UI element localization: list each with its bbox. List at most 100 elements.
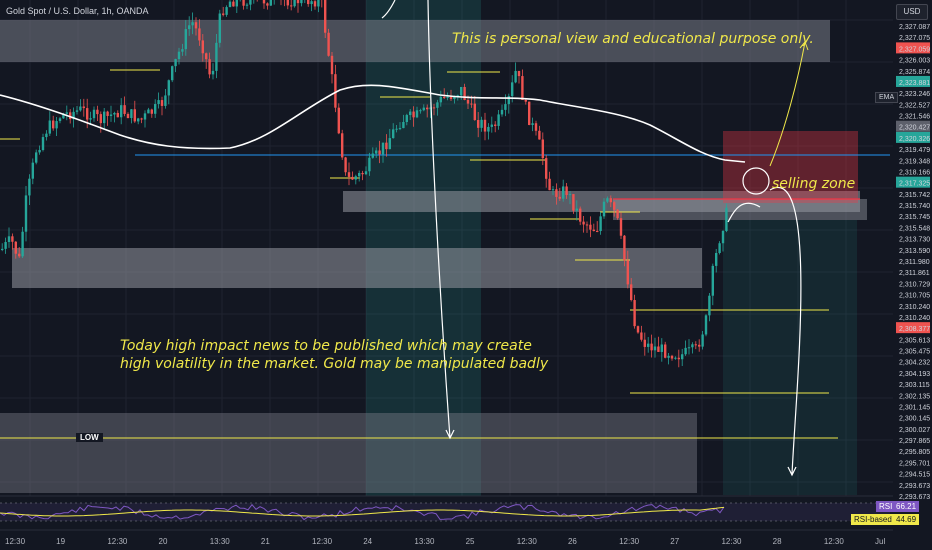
price-marker bbox=[896, 165, 930, 177]
candle-body bbox=[541, 139, 544, 159]
candle-body bbox=[694, 344, 697, 346]
candle-body bbox=[466, 99, 470, 104]
time-tick: 21 bbox=[261, 537, 270, 546]
candle-body bbox=[52, 120, 55, 129]
candle-body bbox=[225, 7, 228, 15]
currency-button[interactable]: USD bbox=[896, 4, 928, 20]
candle-body bbox=[664, 344, 667, 358]
time-tick: 20 bbox=[159, 537, 168, 546]
candle-body bbox=[497, 114, 500, 126]
candle-body bbox=[395, 128, 398, 130]
price-tick: 2,315.740 bbox=[899, 203, 930, 210]
candle-body bbox=[681, 354, 684, 360]
price-tick: 2,305.475 bbox=[899, 349, 930, 356]
candle-body bbox=[361, 172, 364, 175]
candle-body bbox=[596, 231, 599, 233]
price-tick: 2,326.003 bbox=[899, 58, 930, 65]
price-tick: 2,320.427 bbox=[899, 125, 930, 132]
candle-body bbox=[164, 95, 167, 106]
rsi-value: 66.21 bbox=[893, 501, 920, 512]
symbol-title[interactable]: Gold Spot / U.S. Dollar, 1h, OANDA bbox=[6, 6, 149, 16]
candle-body bbox=[704, 315, 708, 335]
candle-body bbox=[92, 109, 96, 119]
candle-body bbox=[55, 121, 58, 129]
ema-label: EMA bbox=[875, 92, 899, 103]
candle-body bbox=[286, 0, 289, 6]
candle-body bbox=[1, 248, 4, 250]
candle-body bbox=[235, 0, 238, 7]
candle-body bbox=[62, 113, 65, 119]
time-tick: 12:30 bbox=[312, 537, 333, 546]
candle-body bbox=[188, 25, 191, 30]
price-tick: 2,311.861 bbox=[899, 270, 930, 277]
candle-body bbox=[228, 1, 232, 8]
candle-body bbox=[619, 218, 623, 236]
candle-body bbox=[177, 51, 181, 60]
price-axis[interactable]: 2,327.087 2,327.075 2,327.059 2,326.003 2,32… bbox=[896, 24, 930, 501]
candle-body bbox=[324, 0, 327, 33]
candle-body bbox=[412, 111, 415, 118]
rsi-line bbox=[0, 503, 725, 521]
candle-body bbox=[364, 171, 368, 175]
candle-body bbox=[109, 114, 113, 116]
candle-body bbox=[7, 236, 11, 243]
candle-body bbox=[415, 110, 419, 118]
candle-body bbox=[147, 109, 150, 114]
candle-body bbox=[443, 96, 446, 98]
zone-bottom bbox=[0, 413, 697, 493]
price-tick: 2,310.729 bbox=[899, 281, 930, 288]
candle-body bbox=[330, 55, 334, 75]
candle-body bbox=[616, 209, 619, 219]
candle-body bbox=[725, 207, 728, 231]
zone-mid bbox=[343, 191, 860, 212]
candle-body bbox=[599, 216, 602, 232]
candle-body bbox=[534, 123, 538, 131]
candle-body bbox=[157, 100, 160, 105]
candle-body bbox=[69, 112, 72, 120]
news-line-2: high volatility in the market. Gold may … bbox=[120, 356, 549, 372]
rsi-ma-line bbox=[0, 506, 725, 517]
candle-body bbox=[317, 0, 320, 7]
candlestick-series bbox=[1, 0, 728, 368]
candle-body bbox=[432, 107, 436, 109]
candle-body bbox=[490, 124, 493, 127]
candle-body bbox=[354, 176, 357, 180]
candle-body bbox=[721, 230, 725, 244]
candle-body bbox=[477, 120, 480, 128]
candle-body bbox=[524, 99, 527, 102]
up-arrow bbox=[769, 41, 809, 167]
candle-body bbox=[215, 42, 218, 71]
zone-left bbox=[12, 248, 702, 288]
candle-body bbox=[460, 86, 463, 96]
candle-body bbox=[613, 202, 616, 210]
time-tick: 27 bbox=[670, 537, 679, 546]
candle-body bbox=[337, 107, 340, 134]
time-tick: 12:30 bbox=[517, 537, 538, 546]
candle-body bbox=[58, 118, 62, 122]
candle-body bbox=[602, 201, 606, 217]
candle-body bbox=[82, 106, 85, 109]
time-tick: 13:30 bbox=[210, 537, 231, 546]
price-tick: 2,295.701 bbox=[899, 460, 930, 467]
candle-body bbox=[708, 295, 711, 316]
candle-body bbox=[579, 208, 582, 222]
candle-body bbox=[446, 96, 449, 98]
zone-mid-right bbox=[613, 199, 867, 220]
candle-body bbox=[123, 105, 126, 114]
candle-body bbox=[249, 0, 252, 5]
time-tick: 12:30 bbox=[107, 537, 128, 546]
candle-body bbox=[585, 224, 589, 226]
time-axis[interactable]: 12:30 19 12:30 20 13:30 21 12:30 24 13:30 25 12:30… bbox=[5, 537, 885, 546]
price-tick: 2,320.326 bbox=[899, 136, 930, 143]
projection-zone bbox=[723, 220, 857, 495]
candle-body bbox=[143, 113, 147, 120]
candle-body bbox=[35, 152, 38, 163]
price-tick: 2,301.145 bbox=[899, 404, 930, 411]
price-tick: 2,327.059 bbox=[899, 46, 930, 53]
candle-body bbox=[218, 13, 221, 43]
price-tick: 2,319.479 bbox=[899, 147, 930, 154]
ema-line bbox=[0, 84, 746, 163]
candle-body bbox=[504, 104, 507, 110]
candle-body bbox=[296, 0, 300, 4]
